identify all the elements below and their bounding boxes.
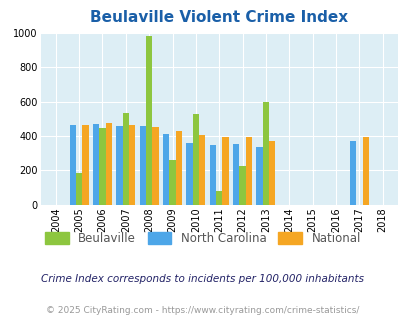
Legend: Beulaville, North Carolina, National: Beulaville, North Carolina, National [40,227,365,249]
Bar [245,137,252,205]
Text: © 2025 CityRating.com - https://www.cityrating.com/crime-statistics/: © 2025 CityRating.com - https://www.city… [46,306,359,315]
Bar [146,36,152,205]
Bar [175,131,181,205]
Bar [70,125,76,205]
Bar [222,137,228,205]
Bar [116,126,122,205]
Bar [163,134,169,205]
Bar [239,166,245,205]
Bar [76,173,82,205]
Bar [152,126,158,205]
Bar [169,160,175,205]
Title: Beulaville Violent Crime Index: Beulaville Violent Crime Index [90,10,347,25]
Bar [362,137,368,205]
Bar [192,114,198,205]
Bar [129,125,135,205]
Bar [232,144,239,205]
Bar [262,103,269,205]
Text: Crime Index corresponds to incidents per 100,000 inhabitants: Crime Index corresponds to incidents per… [41,274,364,284]
Bar [139,126,146,205]
Bar [215,191,222,205]
Bar [269,141,275,205]
Bar [209,145,215,205]
Bar [122,113,129,205]
Bar [105,123,112,205]
Bar [349,141,355,205]
Bar [99,128,105,205]
Bar [186,143,192,205]
Bar [82,125,88,205]
Bar [198,135,205,205]
Bar [256,147,262,205]
Bar [93,124,99,205]
